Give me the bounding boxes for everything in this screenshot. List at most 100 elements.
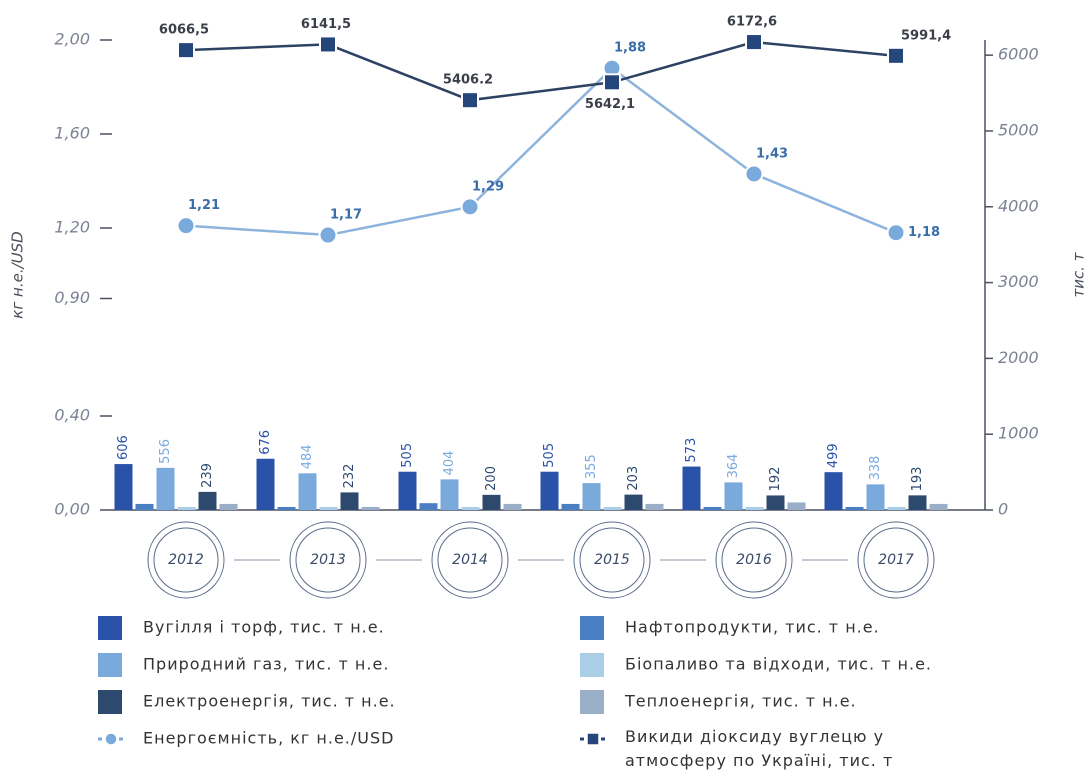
- y2-tick-label: 2000: [998, 348, 1039, 367]
- legend-label: Біопаливо та відходи, тис. т н.е.: [625, 655, 932, 674]
- point: [745, 33, 763, 52]
- bar: [745, 506, 764, 510]
- legend-label: Природний газ, тис. т н.е.: [143, 655, 389, 674]
- x-tick-label: 2016: [736, 552, 772, 568]
- y2-tick-label: 3000: [998, 272, 1039, 291]
- bar: [703, 506, 722, 510]
- y-tick-label: 0,40: [54, 406, 90, 425]
- bar: [624, 494, 643, 510]
- bar-value-label: 192: [768, 467, 783, 492]
- point-value-label: 5642,1: [585, 97, 635, 112]
- point-value-label: 1,88: [614, 41, 646, 56]
- year-ring: [573, 521, 651, 599]
- bar-value-label: 505: [542, 443, 557, 468]
- bar-value-label: 355: [584, 454, 599, 479]
- legend-swatch: [98, 653, 122, 677]
- year-ring: [147, 521, 225, 599]
- point-value-label: 1,43: [756, 146, 788, 161]
- bar: [256, 458, 275, 510]
- y2-tick-label: 6000: [998, 45, 1039, 64]
- bar: [482, 494, 501, 510]
- x-tick-label: 2015: [594, 552, 630, 568]
- y-tick-label: 2,00: [54, 30, 90, 49]
- bar: [277, 506, 296, 510]
- x-tick-label: 2012: [168, 552, 204, 568]
- y2-tick-label: 0: [998, 500, 1008, 519]
- bar: [824, 472, 843, 510]
- point-value-label: 6141,5: [301, 17, 351, 32]
- point-value-label: 6066,5: [159, 23, 209, 38]
- year-ring: [153, 527, 219, 593]
- point: [318, 225, 338, 245]
- y2-tick-label: 1000: [998, 424, 1039, 443]
- point-value-label: 6172,6: [727, 15, 777, 30]
- bar-value-label: 505: [400, 443, 415, 468]
- bar: [156, 467, 175, 510]
- point-value-label: 1,17: [330, 208, 362, 223]
- bar: [503, 503, 522, 510]
- bar-value-label: 338: [868, 456, 883, 481]
- point: [176, 216, 196, 236]
- legend-swatch: [580, 653, 604, 677]
- bar: [724, 482, 743, 510]
- bar: [929, 503, 948, 510]
- bar-value-label: 556: [158, 439, 173, 464]
- y-axis-title: кг н.е./USD: [9, 231, 27, 318]
- legend-label: Нафтопродукти, тис. т н.е.: [625, 618, 880, 637]
- bar: [298, 473, 317, 510]
- bar-value-label: 364: [726, 454, 741, 479]
- x-tick-label: 2017: [878, 552, 914, 568]
- bar-value-label: 484: [300, 444, 315, 469]
- point: [319, 35, 337, 54]
- year-ring: [715, 521, 793, 599]
- bar: [645, 503, 664, 510]
- bar: [603, 506, 622, 510]
- bar: [340, 492, 359, 510]
- bar-value-label: 232: [342, 464, 357, 489]
- point: [886, 223, 906, 243]
- year-ring: [289, 521, 367, 599]
- bar: [319, 506, 338, 510]
- line: [185, 66, 897, 237]
- point-value-label: 1,29: [472, 179, 504, 194]
- legend-label: Теплоенергія, тис. т н.е.: [624, 692, 857, 711]
- bar: [582, 483, 601, 510]
- bar-value-label: 404: [442, 451, 457, 476]
- point: [603, 73, 621, 92]
- bar: [682, 466, 701, 510]
- bar-value-label: 676: [258, 430, 273, 455]
- bar-value-label: 193: [910, 467, 925, 492]
- legend-marker: [104, 732, 118, 746]
- bar: [866, 484, 885, 510]
- bar: [177, 506, 196, 510]
- year-ring: [295, 527, 361, 593]
- legend-marker: [586, 732, 600, 746]
- bar-value-label: 573: [684, 438, 699, 463]
- bar-value-label: 200: [484, 466, 499, 491]
- y2-tick-label: 5000: [998, 120, 1039, 139]
- legend-label: Викиди діоксиду вуглецю у атмосферу по У…: [625, 727, 894, 770]
- legend-text-box: Викиди діоксиду вуглецю у атмосферу по У…: [625, 727, 894, 770]
- y-tick-label: 0,00: [54, 500, 90, 519]
- y-tick-label: 1,20: [54, 218, 90, 237]
- bar-value-label: 203: [626, 466, 641, 491]
- legend-label: Вугілля і торф, тис. т н.е.: [143, 618, 385, 637]
- legend-swatch: [98, 616, 122, 640]
- point-value-label: 5406.2: [443, 73, 493, 88]
- year-ring: [857, 521, 935, 599]
- y2-tick-label: 4000: [998, 196, 1039, 215]
- bar-value-label: 239: [200, 463, 215, 488]
- point: [461, 91, 479, 110]
- bar: [198, 491, 217, 510]
- bar: [787, 502, 806, 510]
- point-value-label: 1,18: [908, 225, 940, 240]
- bar: [114, 464, 133, 510]
- x-tick-label: 2013: [310, 552, 346, 568]
- bar: [845, 506, 864, 510]
- legend-swatch: [98, 690, 122, 714]
- bar: [461, 506, 480, 510]
- point: [887, 46, 905, 65]
- x-tick-label: 2014: [452, 552, 488, 568]
- line: [185, 40, 897, 102]
- point-value-label: 1,21: [188, 198, 220, 213]
